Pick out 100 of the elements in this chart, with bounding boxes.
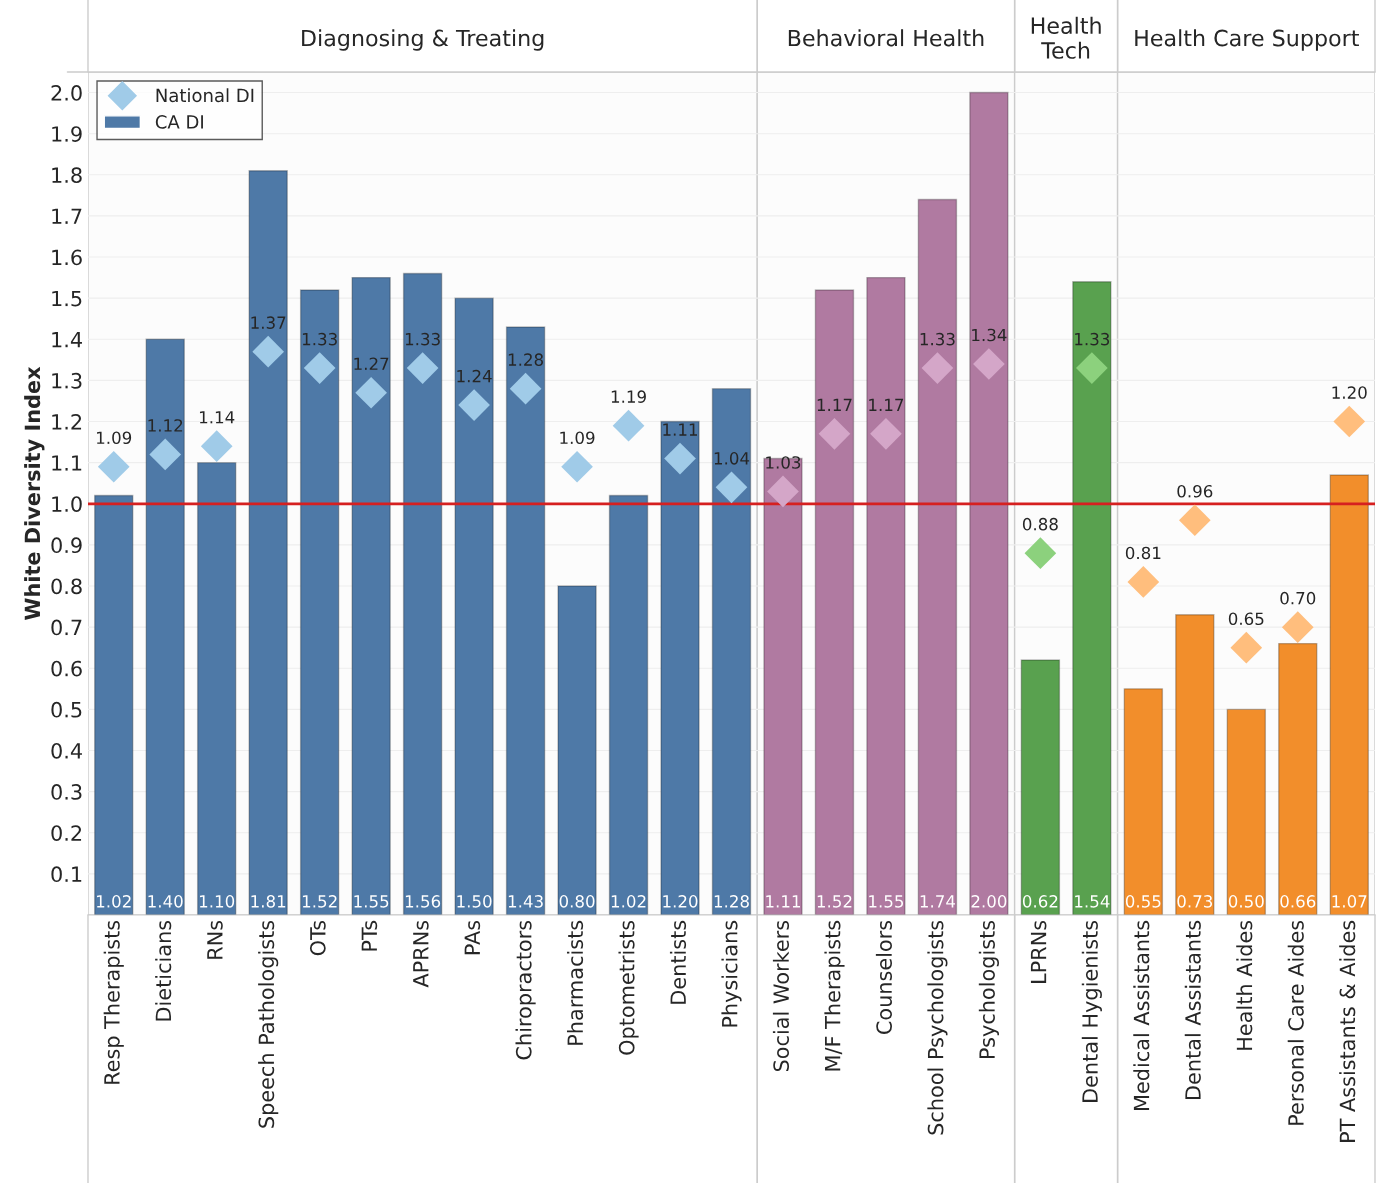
x-tick-label: PAs [464, 920, 481, 955]
data-label: 1.33 [920, 332, 955, 346]
bar [145, 338, 185, 915]
bar [608, 494, 649, 915]
data-label: 1.28 [714, 895, 749, 908]
point [200, 430, 233, 463]
bar [917, 198, 958, 915]
point [767, 475, 799, 508]
x-tick-label: Counselors [875, 920, 892, 1035]
data-label: 0.81 [1125, 546, 1161, 560]
point [715, 471, 748, 504]
x-tick-label: Psychologists [978, 920, 999, 1059]
point [149, 438, 182, 471]
data-label: 1.20 [1332, 386, 1367, 399]
point [973, 348, 1005, 380]
data-label: 1.07 [1332, 895, 1367, 908]
x-tick-label: Physicians [721, 920, 742, 1027]
data-label: 1.24 [457, 369, 492, 383]
point [664, 442, 696, 475]
bar [454, 297, 494, 915]
y-tick-label: 0.2 [51, 825, 82, 841]
bar [1278, 642, 1318, 915]
y-tick-label: 1.0 [52, 496, 82, 512]
bar [93, 494, 134, 915]
x-tick-label: M/F Therapists [824, 920, 845, 1071]
data-label: 0.55 [1125, 895, 1161, 908]
x-tick-label: PTs [361, 920, 378, 951]
point [870, 418, 902, 450]
data-label: 1.11 [663, 423, 698, 436]
point [1024, 537, 1057, 569]
bar [351, 276, 391, 915]
data-label: 1.28 [508, 353, 543, 366]
data-label: 1.04 [714, 452, 750, 465]
data-label: 0.50 [1228, 895, 1264, 908]
x-tick-label: RNs [207, 920, 223, 959]
bar [1020, 659, 1061, 915]
bar [1226, 708, 1267, 915]
bar [660, 420, 700, 915]
band-label: Health Tech [1031, 16, 1101, 59]
data-label: 1.37 [251, 316, 286, 329]
x-tick-label: Personal Care Aides [1287, 920, 1304, 1125]
y-tick-label: 0.4 [51, 742, 82, 759]
point [561, 450, 593, 483]
point [509, 372, 542, 405]
data-label: 0.66 [1280, 895, 1316, 908]
y-tick-label: 1.3 [52, 372, 82, 389]
y-tick-label: 1.8 [52, 167, 82, 184]
bar [299, 289, 340, 915]
data-label: 0.88 [1022, 517, 1058, 531]
point [921, 352, 954, 384]
y-tick-label: 1.2 [52, 413, 82, 430]
data-label: 1.74 [920, 895, 956, 908]
y-tick-label: 1.1 [52, 455, 82, 471]
data-label: 1.10 [199, 895, 235, 908]
bar [1175, 614, 1215, 915]
x-tick-label: Dental Hygienists [1081, 920, 1102, 1102]
data-label: 1.19 [611, 390, 646, 403]
data-label: 1.56 [405, 895, 441, 908]
point [355, 376, 387, 409]
band-label: Diagnosing & Treating [302, 29, 544, 51]
point [1230, 631, 1263, 664]
y-tick-label: 1.6 [52, 249, 82, 266]
data-label: 1.27 [354, 357, 389, 370]
y-tick-label: 1.9 [52, 126, 82, 142]
point [818, 418, 851, 450]
y-tick-label: 0.8 [51, 578, 82, 595]
data-label: 1.14 [199, 411, 235, 424]
y-tick-label: 0.3 [51, 784, 82, 800]
data-label: 1.33 [1075, 332, 1110, 346]
point [303, 352, 336, 384]
y-tick-label: 0.9 [51, 537, 82, 554]
data-label: 1.20 [663, 895, 698, 908]
data-label: 1.33 [405, 332, 440, 346]
data-label: 1.03 [766, 456, 801, 469]
data-label: 1.02 [97, 895, 131, 908]
y-tick-label: 1.5 [52, 290, 82, 307]
legend-label: National DI [156, 88, 254, 103]
x-tick-label: Resp Therapists [103, 920, 124, 1084]
x-tick-label: School Psychologists [927, 920, 948, 1135]
x-tick-label: Social Workers [772, 920, 790, 1072]
y-tick-label: 0.6 [51, 660, 82, 677]
data-label: 1.17 [869, 398, 904, 411]
data-label: 1.43 [508, 895, 543, 908]
x-tick-label: Dieticians [155, 920, 172, 1021]
point [1178, 504, 1211, 537]
bar [402, 272, 443, 915]
point [1076, 352, 1108, 384]
data-label: 1.54 [1075, 895, 1110, 908]
data-label: 0.70 [1280, 591, 1316, 605]
point [1281, 611, 1314, 643]
bar [814, 289, 855, 915]
data-label: 1.11 [766, 895, 800, 908]
data-label: 1.33 [302, 332, 337, 346]
bar [1123, 688, 1164, 915]
data-label: 1.17 [817, 398, 852, 411]
data-label: 2.00 [971, 895, 1007, 908]
x-tick-label: Pharmacists [566, 920, 584, 1045]
data-label: 1.02 [611, 895, 646, 908]
data-label: 1.55 [869, 895, 904, 908]
band-label: Behavioral Health [788, 29, 984, 47]
